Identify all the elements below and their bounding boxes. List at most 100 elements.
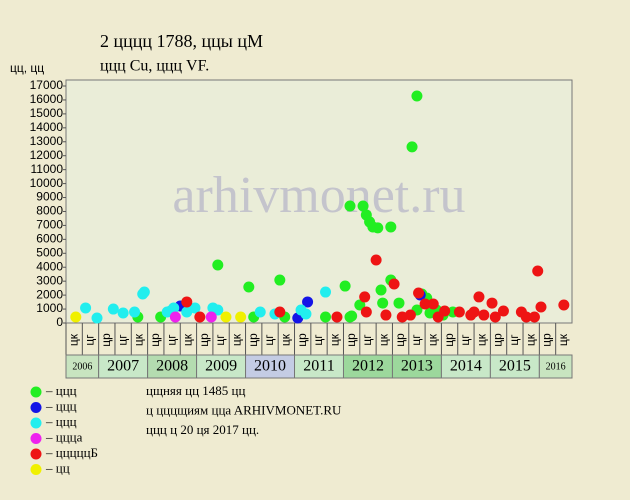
legend-marker xyxy=(30,417,42,429)
y-tick-label: 3000 xyxy=(36,273,63,287)
y-axis-label: цц, цц xyxy=(10,61,44,75)
legend-marker xyxy=(30,448,42,460)
y-tick-label: 10000 xyxy=(30,176,64,190)
data-point xyxy=(339,280,351,292)
data-point xyxy=(497,305,509,317)
data-point xyxy=(346,310,358,322)
x-tick-label: цк xyxy=(376,333,390,346)
data-point xyxy=(406,141,418,153)
y-tick-label: 16000 xyxy=(30,92,64,106)
note: ц цццщиям ццa ARHIVMONET.RU xyxy=(146,402,342,417)
chart-subtitle: ццц Cu, ццц VF. xyxy=(100,58,209,75)
data-point xyxy=(70,311,82,323)
data-point xyxy=(212,304,224,316)
data-point xyxy=(372,222,384,234)
year-label: 2012 xyxy=(352,358,384,375)
data-point xyxy=(254,306,266,318)
data-point xyxy=(359,291,371,303)
year-label: 2011 xyxy=(303,358,334,375)
year-label: 2008 xyxy=(156,358,188,375)
data-point xyxy=(181,306,193,318)
y-tick-label: 12000 xyxy=(30,148,64,162)
data-point xyxy=(168,302,180,314)
x-tick-label: цг xyxy=(409,334,423,346)
y-tick-label: 14000 xyxy=(30,120,64,134)
data-point xyxy=(300,308,312,320)
legend-label: – ццц xyxy=(45,398,77,413)
x-tick-label: цк xyxy=(132,333,146,346)
y-tick-label: 4000 xyxy=(36,259,63,273)
data-point xyxy=(205,311,217,323)
data-point xyxy=(486,297,498,309)
x-tick-label: цр xyxy=(99,333,113,347)
year-label: 2006 xyxy=(72,361,92,372)
legend-marker xyxy=(30,386,42,398)
data-point xyxy=(243,281,255,293)
year-label: 2009 xyxy=(205,358,237,375)
x-tick-label: цр xyxy=(442,333,456,347)
data-point xyxy=(385,221,397,233)
watermark: arhivmonet.ru xyxy=(172,167,465,224)
y-tick-label: 7000 xyxy=(36,218,63,232)
x-tick-label: цк xyxy=(425,333,439,346)
data-point xyxy=(129,306,141,318)
y-tick-label: 0 xyxy=(56,315,63,329)
data-point xyxy=(212,259,224,271)
data-point xyxy=(320,286,332,298)
data-point xyxy=(302,296,314,308)
year-label: 2014 xyxy=(450,358,482,375)
x-tick-label: цр xyxy=(197,333,211,347)
data-point xyxy=(320,311,332,323)
data-point xyxy=(439,305,451,317)
legend-marker xyxy=(30,433,42,444)
year-band xyxy=(538,354,573,379)
data-point xyxy=(331,311,343,323)
legend-label: – цц xyxy=(45,460,70,475)
data-point xyxy=(413,287,425,299)
x-tick-label: цг xyxy=(213,334,227,346)
data-point xyxy=(274,274,286,286)
y-tick-label: 1000 xyxy=(36,301,63,315)
y-tick-label: 15000 xyxy=(30,106,64,120)
y-tick-label: 8000 xyxy=(36,204,63,218)
x-tick-label: цг xyxy=(262,334,276,346)
chart-title: 2 цццц 1788, ццы цМ xyxy=(100,31,263,51)
x-tick-label: цр xyxy=(344,333,358,347)
data-point xyxy=(380,309,392,321)
data-point xyxy=(489,311,501,323)
data-point xyxy=(473,291,485,303)
data-point xyxy=(360,306,372,318)
data-point xyxy=(375,284,387,296)
data-point xyxy=(478,309,490,321)
x-tick-label: цк xyxy=(181,333,195,346)
data-point xyxy=(393,297,405,309)
x-tick-label: цк xyxy=(279,333,293,346)
data-point xyxy=(357,200,369,212)
data-point xyxy=(107,303,119,315)
y-tick-label: 5000 xyxy=(36,245,63,259)
y-tick-label: 17000 xyxy=(30,78,64,92)
year-label: 2013 xyxy=(401,358,433,375)
x-tick-label: цг xyxy=(311,334,325,346)
y-tick-label: 2000 xyxy=(36,287,63,301)
data-point xyxy=(80,302,92,314)
data-point xyxy=(411,90,423,102)
data-point xyxy=(528,311,540,323)
data-point xyxy=(558,299,570,311)
x-tick-label: цк xyxy=(474,333,488,346)
x-tick-label: цг xyxy=(83,334,97,346)
note: ццц ц 20 ця 2017 цц. xyxy=(146,422,259,437)
data-point xyxy=(419,298,431,310)
data-point xyxy=(194,311,206,323)
data-point xyxy=(220,311,232,323)
x-tick-label: цк xyxy=(230,333,244,346)
data-point xyxy=(520,311,532,323)
data-point xyxy=(377,297,389,309)
year-label: 2015 xyxy=(499,358,531,375)
x-tick-label: цр xyxy=(540,333,554,347)
legend-marker xyxy=(30,402,42,413)
data-point xyxy=(370,254,382,266)
y-tick-label: 11000 xyxy=(31,162,64,176)
x-tick-label: цг xyxy=(360,334,374,346)
